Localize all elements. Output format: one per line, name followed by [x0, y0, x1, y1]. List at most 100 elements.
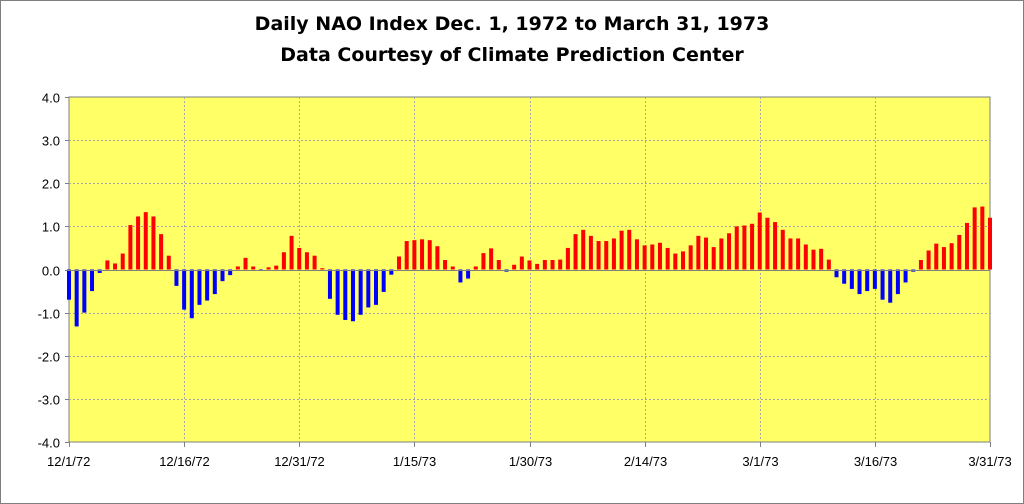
bar: [197, 269, 202, 305]
bar: [865, 269, 870, 292]
bar: [212, 269, 217, 295]
y-tick-label: -3.0: [38, 393, 60, 408]
bar: [903, 269, 908, 283]
bar: [727, 233, 732, 270]
x-tick-label: 2/14/73: [624, 454, 667, 469]
bar: [642, 245, 647, 270]
bar: [681, 251, 685, 270]
x-tick-label: 3/1/73: [742, 454, 778, 469]
bar: [918, 260, 923, 270]
bar: [558, 259, 563, 270]
bar: [688, 245, 693, 270]
bar: [880, 269, 885, 300]
bar: [573, 234, 578, 270]
bar: [220, 269, 225, 282]
bar: [742, 225, 747, 270]
bar: [811, 249, 816, 270]
bar: [704, 237, 709, 270]
bar: [496, 260, 501, 270]
bar: [159, 234, 164, 270]
bar: [90, 269, 95, 292]
bar: [527, 260, 532, 270]
bar: [274, 265, 279, 270]
bar: [251, 266, 256, 270]
chart-subtitle: Data Courtesy of Climate Prediction Cent…: [280, 44, 744, 66]
bar: [519, 256, 524, 270]
bar: [412, 240, 417, 270]
bar: [182, 269, 187, 310]
bar: [366, 269, 371, 308]
bar: [634, 239, 639, 270]
x-tick-label: 1/30/73: [509, 454, 552, 469]
bar: [934, 243, 939, 270]
bar: [988, 217, 992, 270]
bar: [565, 247, 570, 270]
bar: [941, 247, 946, 270]
bar: [796, 238, 801, 270]
bar: [964, 222, 969, 270]
bar: [304, 252, 309, 270]
bar: [404, 241, 409, 270]
bar: [473, 266, 478, 270]
bar: [765, 217, 770, 270]
bar: [389, 269, 394, 275]
bar: [443, 260, 448, 270]
bar: [74, 269, 79, 327]
bar: [335, 269, 340, 315]
bar: [826, 259, 831, 270]
y-tick-label: 3.0: [42, 134, 60, 149]
y-tick-labels: 4.0 3.0 2.0 1.0 0.0 -1.0 -2.0 -3.0 -4.0: [38, 91, 60, 451]
bar: [980, 206, 985, 270]
bar: [143, 212, 148, 270]
bar: [289, 235, 294, 270]
bar: [243, 257, 248, 270]
bar: [297, 247, 302, 270]
bar: [696, 235, 701, 270]
axes: [65, 97, 991, 447]
bar: [719, 238, 724, 270]
bar: [619, 230, 624, 270]
bar: [327, 269, 332, 299]
y-tick-label: 2.0: [42, 177, 60, 192]
bar: [550, 260, 555, 270]
bar: [588, 235, 593, 270]
bar: [343, 269, 348, 320]
y-tick-label: 1.0: [42, 220, 60, 235]
bar: [435, 246, 440, 270]
bar: [895, 269, 900, 295]
x-tick-labels: 12/1/72 12/16/72 12/31/72 1/15/73 1/30/73 2/1…: [47, 454, 1012, 469]
bar: [381, 269, 386, 292]
bar: [427, 240, 432, 270]
bar: [957, 235, 962, 270]
bar: [665, 247, 670, 270]
bar: [312, 255, 317, 270]
bar: [189, 269, 194, 319]
bar: [281, 252, 286, 270]
bar: [67, 269, 71, 300]
bar: [803, 244, 808, 270]
x-tick-label: 3/31/73: [968, 454, 1011, 469]
bar: [228, 269, 233, 276]
bar: [358, 269, 363, 315]
bar: [82, 269, 87, 313]
y-tick-label: -2.0: [38, 350, 60, 365]
bar: [788, 238, 793, 270]
bar: [888, 269, 893, 303]
bar: [151, 216, 156, 270]
bar: [350, 269, 355, 322]
bar: [611, 238, 616, 270]
bar: [673, 253, 678, 270]
bar: [374, 269, 378, 305]
bar: [97, 269, 102, 273]
bar: [581, 229, 586, 270]
bar: [773, 222, 778, 270]
bar: [650, 244, 655, 270]
gridlines: [69, 97, 990, 442]
bar: [757, 212, 762, 270]
bar: [780, 229, 785, 270]
bar: [266, 267, 271, 270]
x-tick-label: 12/31/72: [274, 454, 325, 469]
bar: [535, 263, 540, 270]
x-tick-label: 12/16/72: [159, 454, 210, 469]
